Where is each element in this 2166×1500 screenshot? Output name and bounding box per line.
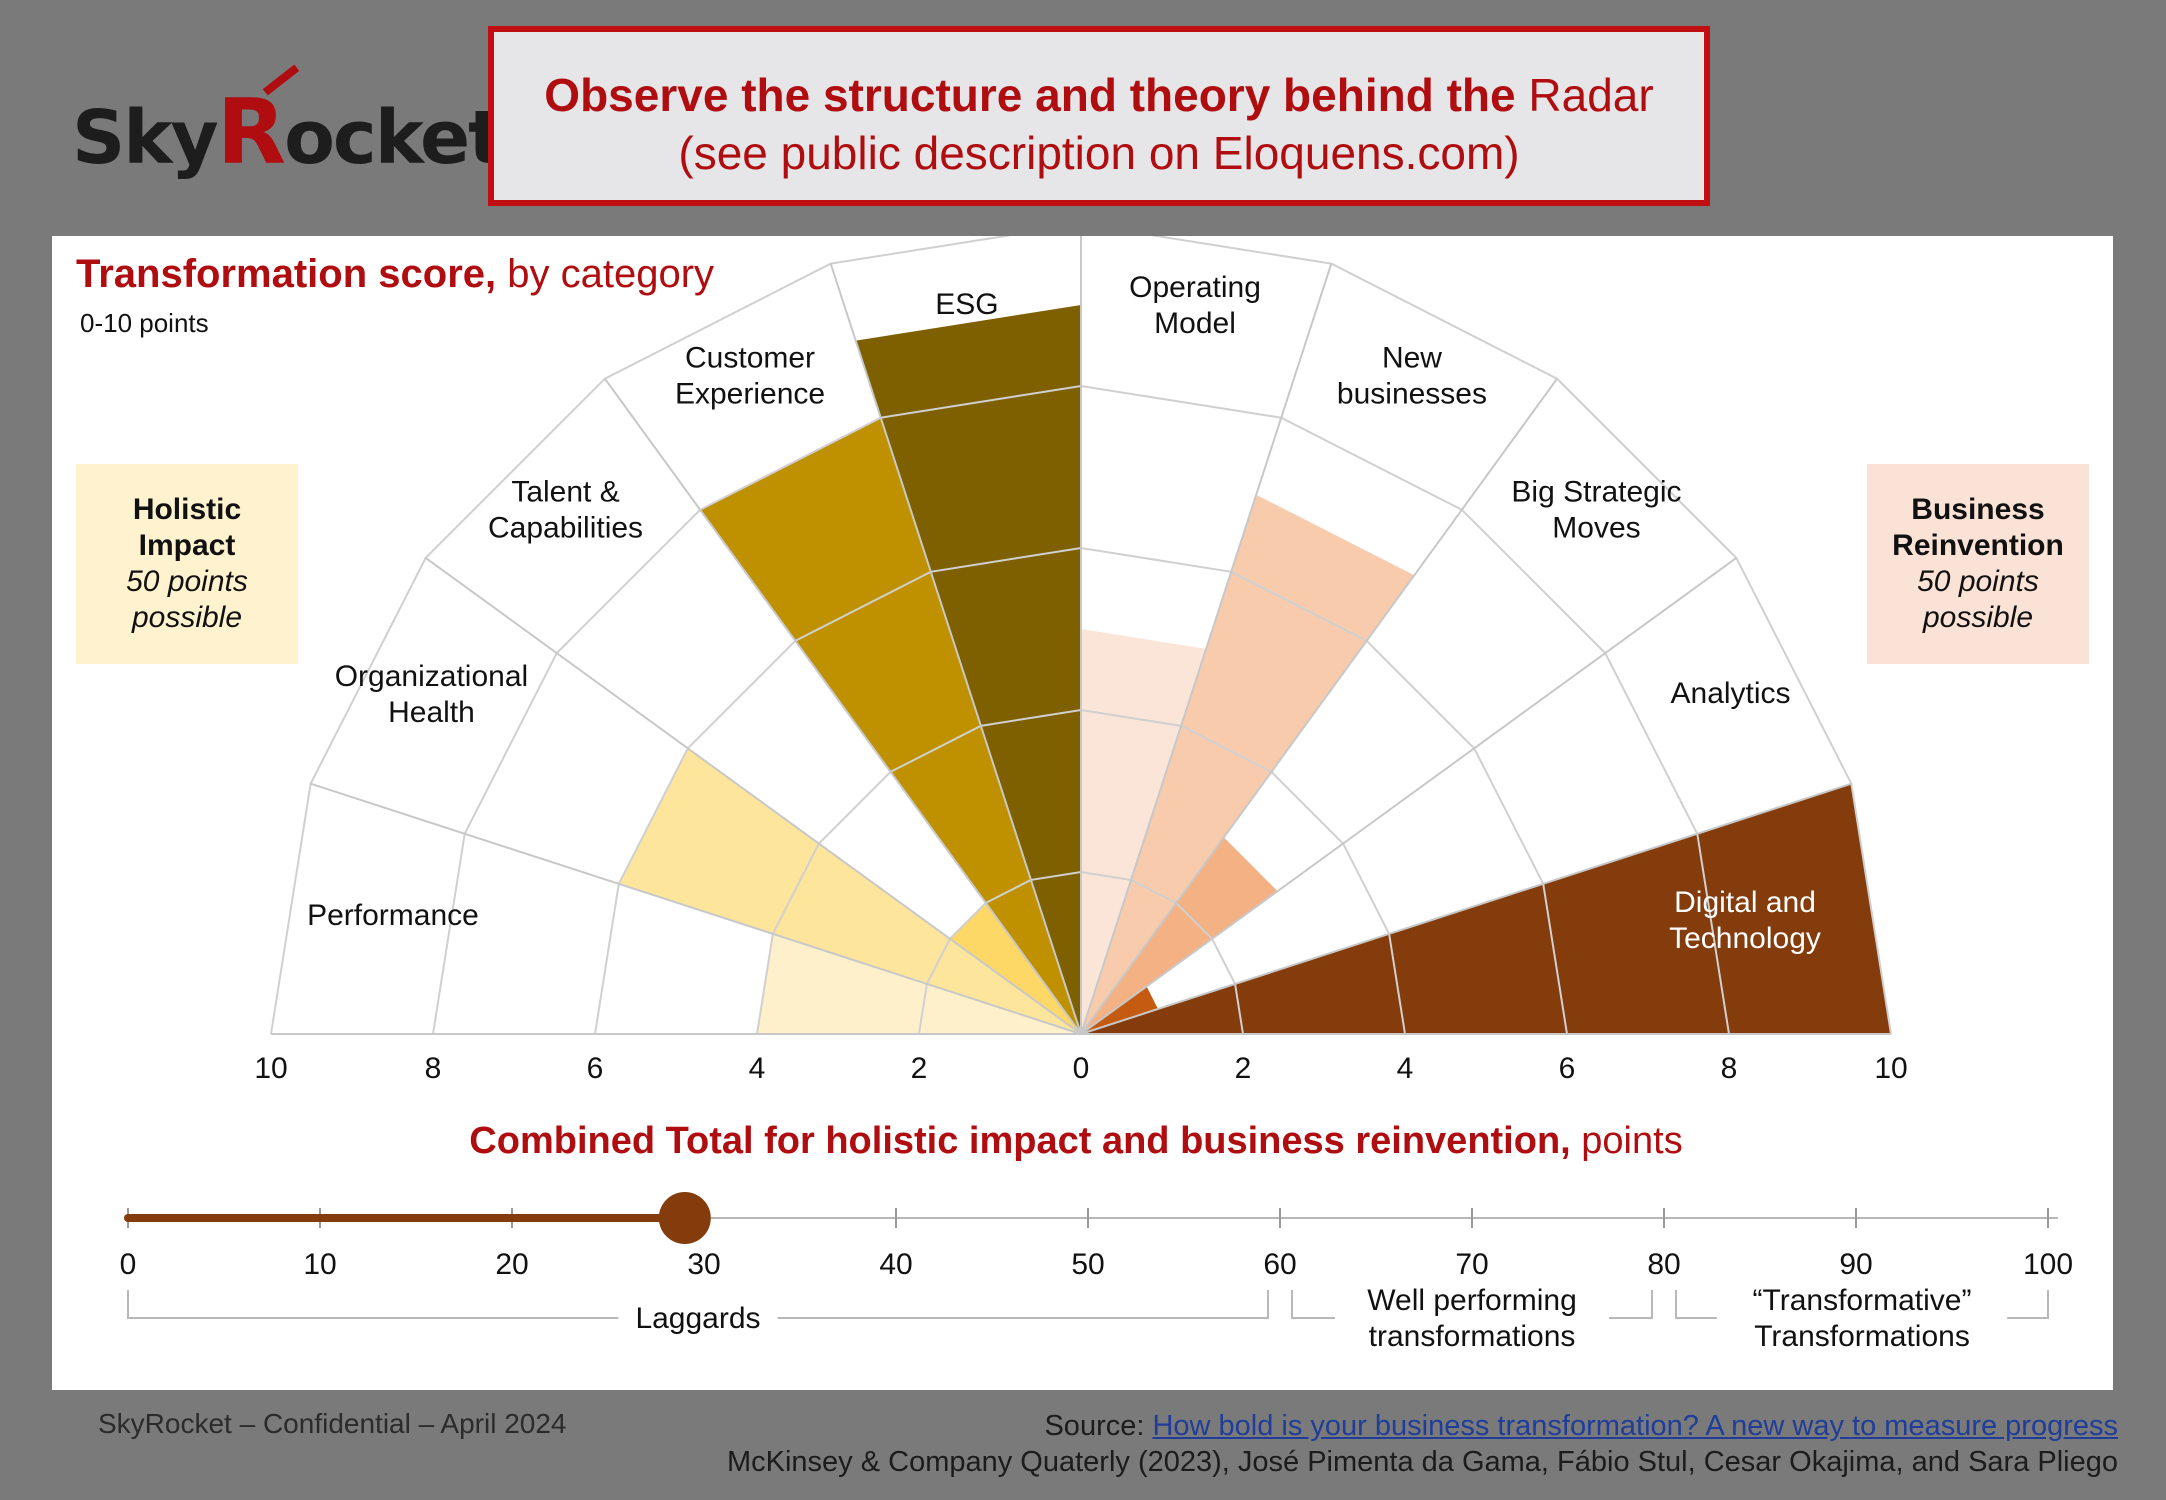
category-label-digital-and-technology: Digital and Technology bbox=[1669, 886, 1821, 955]
scale-tick-label: 80 bbox=[1647, 1248, 1680, 1281]
axis-tick-left: 4 bbox=[749, 1052, 766, 1085]
axis-tick-left: 6 bbox=[587, 1052, 604, 1085]
source-link[interactable]: How bold is your business transformation… bbox=[1152, 1410, 2118, 1442]
business-reinvention-sub-2: possible bbox=[1922, 601, 2034, 634]
band-bracket bbox=[127, 1290, 619, 1319]
wedge-operating-model bbox=[1081, 629, 1207, 1034]
scale-marker bbox=[658, 1192, 711, 1244]
category-label-customer-experience: Customer Experience bbox=[675, 341, 825, 410]
banner-line-1: Observe the structure and theory behind … bbox=[544, 69, 1654, 121]
scale-tick-label: 30 bbox=[687, 1248, 720, 1281]
scale-tick-label: 20 bbox=[495, 1248, 528, 1281]
scale-tick-label: 10 bbox=[303, 1248, 336, 1281]
category-label-operating-model: Operating Model bbox=[1129, 271, 1261, 340]
axis-tick-right: 4 bbox=[1397, 1052, 1414, 1085]
category-label-analytics: Analytics bbox=[1671, 677, 1791, 710]
grid-ring bbox=[270, 236, 1892, 1035]
grid-spoke bbox=[604, 378, 1082, 1035]
skyrocket-logo: SkyRocket bbox=[72, 58, 504, 185]
wedge-talent-capabilities bbox=[949, 902, 1081, 1034]
wedge-organizational-health bbox=[618, 748, 1081, 1034]
chart-subtitle: 0-10 points bbox=[80, 308, 209, 338]
scale-tick-label: 60 bbox=[1263, 1248, 1296, 1281]
grid-spoke bbox=[425, 557, 1082, 1035]
source-citation: McKinsey & Company Quaterly (2023), José… bbox=[726, 1446, 2118, 1478]
grid-spoke bbox=[1080, 263, 1333, 1035]
radar-chart: Digital and Technology Analytics Big Strate… bbox=[120, 236, 2073, 1353]
wedge-customer-experience bbox=[700, 417, 1081, 1034]
axis-tick-right: 8 bbox=[1721, 1052, 1738, 1085]
band-bracket bbox=[1609, 1290, 1653, 1319]
category-label-new-businesses: New businesses bbox=[1337, 341, 1487, 410]
holistic-impact-sub-1: 50 points bbox=[126, 565, 248, 598]
wedge-new-businesses bbox=[1081, 494, 1415, 1034]
source-label: Source: bbox=[1044, 1410, 1153, 1442]
axis-tick-left: 8 bbox=[425, 1052, 442, 1085]
footer-source: Source: How bold is your business transf… bbox=[727, 1408, 2118, 1480]
band-bracket bbox=[777, 1290, 1269, 1319]
band-label-transformative-transformations: “Transformative” Transformations bbox=[1753, 1284, 1972, 1353]
wedge-esg bbox=[855, 305, 1081, 1034]
axis-tick-right: 10 bbox=[1874, 1052, 1907, 1085]
chart-panel: Digital and Technology Analytics Big Strate… bbox=[52, 236, 2113, 1390]
category-label-esg: ESG bbox=[935, 288, 998, 321]
wedge-analytics bbox=[1081, 986, 1159, 1034]
axis-tick-right: 0 bbox=[1073, 1052, 1090, 1085]
scale-tick-label: 100 bbox=[2023, 1248, 2073, 1281]
business-reinvention-title-1: Business bbox=[1911, 493, 2045, 526]
category-label-talent-capabilities: Talent & Capabilities bbox=[488, 476, 643, 545]
wedge-big-strategic-moves bbox=[1081, 837, 1278, 1034]
holistic-impact-box: Holistic Impact 50 points possible bbox=[76, 464, 298, 664]
grid-spoke bbox=[1080, 378, 1558, 1035]
business-reinvention-sub-1: 50 points bbox=[1917, 565, 2039, 598]
axis-tick-right: 6 bbox=[1559, 1052, 1576, 1085]
scale-tick-label: 90 bbox=[1839, 1248, 1872, 1281]
scale-tick-label: 40 bbox=[879, 1248, 912, 1281]
grid-spoke bbox=[1080, 557, 1737, 1035]
category-label-performance: Performance bbox=[307, 899, 479, 932]
business-reinvention-title-2: Reinvention bbox=[1892, 529, 2064, 562]
footer-confidential: SkyRocket – Confidential – April 2024 bbox=[98, 1408, 567, 1439]
band-bracket bbox=[1675, 1290, 1717, 1319]
scale-tick-label: 50 bbox=[1071, 1248, 1104, 1281]
axis-tick-right: 2 bbox=[1235, 1052, 1252, 1085]
holistic-impact-title-1: Holistic bbox=[132, 493, 242, 526]
wedge-digital-and-technology bbox=[1081, 783, 1891, 1034]
grid-spoke bbox=[1080, 782, 1852, 1035]
business-reinvention-box: Business Reinvention 50 points possible bbox=[1867, 464, 2089, 664]
axis-tick-left: 2 bbox=[911, 1052, 928, 1085]
scale-tick-label: 0 bbox=[120, 1248, 137, 1281]
scale-tick-label: 70 bbox=[1455, 1248, 1488, 1281]
info-banner: Observe the structure and theory behind … bbox=[488, 26, 1710, 206]
category-label-big-strategic-moves: Big Strategic Moves bbox=[1511, 476, 1681, 545]
chart-title: Transformation score, by category bbox=[76, 252, 715, 296]
logo-wordmark: SkyRocket bbox=[72, 80, 504, 185]
band-bracket bbox=[2007, 1290, 2049, 1319]
band-bracket bbox=[1291, 1290, 1335, 1319]
banner-line-2: (see public description on Eloquens.com) bbox=[678, 127, 1520, 179]
wedge-performance bbox=[757, 933, 1081, 1034]
grid-spoke bbox=[310, 782, 1082, 1035]
holistic-impact-title-2: Impact bbox=[138, 529, 236, 562]
scale-title: Combined Total for holistic impact and b… bbox=[469, 1120, 1682, 1162]
band-label-laggards: Laggards bbox=[635, 1302, 760, 1335]
axis-tick-left: 10 bbox=[254, 1052, 287, 1085]
holistic-impact-sub-2: possible bbox=[131, 601, 243, 634]
grid-spoke bbox=[829, 263, 1082, 1035]
band-label-well-performing-transformations: Well performing transformations bbox=[1367, 1284, 1577, 1353]
category-label-organizational-health: Organizational Health bbox=[335, 660, 528, 729]
